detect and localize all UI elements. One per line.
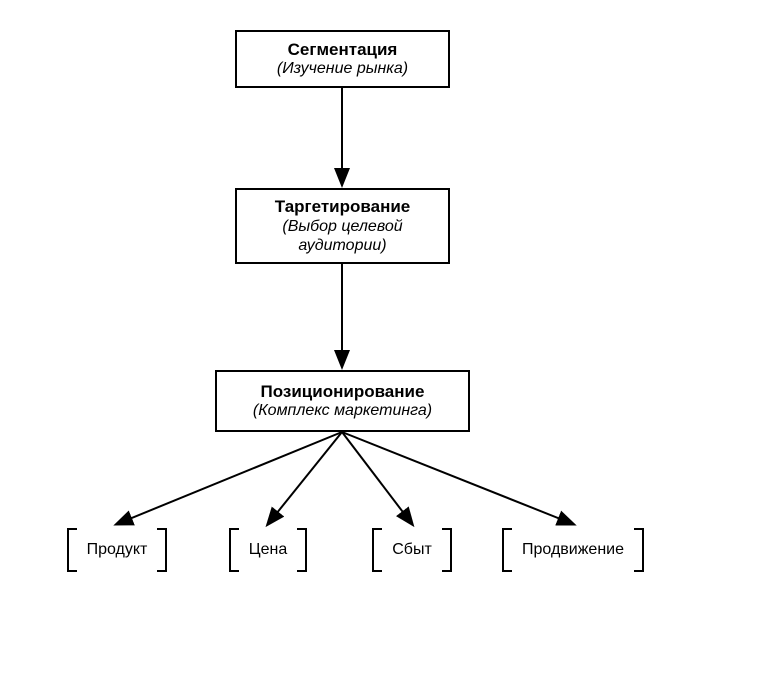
bracket-left-icon (502, 528, 512, 572)
node-title: Таргетирование (275, 197, 411, 217)
edge-arrow (342, 432, 412, 524)
edge-arrow (342, 432, 573, 524)
node-subtitle: (Выбор целевой аудитории) (249, 217, 436, 255)
bracket-right-icon (157, 528, 167, 572)
node-title: Позиционирование (261, 382, 425, 402)
node-promotion: Продвижение (498, 528, 648, 572)
node-distribution: Сбыт (362, 528, 462, 572)
node-subtitle: (Изучение рынка) (277, 60, 408, 78)
leaf-label: Продвижение (512, 541, 634, 559)
node-subtitle: (Комплекс маркетинга) (253, 402, 432, 420)
edge-arrow (268, 432, 342, 524)
node-product: Продукт (62, 528, 172, 572)
edges-layer (0, 0, 768, 697)
leaf-label: Сбыт (382, 541, 442, 559)
bracket-right-icon (442, 528, 452, 572)
node-segmentation: Сегментация (Изучение рынка) (235, 30, 450, 88)
leaf-label: Продукт (77, 541, 158, 559)
node-targeting: Таргетирование (Выбор целевой аудитории) (235, 188, 450, 264)
bracket-right-icon (297, 528, 307, 572)
edge-arrow (117, 432, 342, 524)
node-title: Сегментация (288, 40, 398, 60)
leaf-label: Цена (239, 541, 297, 559)
bracket-left-icon (229, 528, 239, 572)
bracket-right-icon (634, 528, 644, 572)
node-price: Цена (218, 528, 318, 572)
flowchart-diagram: Сегментация (Изучение рынка) Таргетирова… (0, 0, 768, 697)
node-positioning: Позиционирование (Комплекс маркетинга) (215, 370, 470, 432)
bracket-left-icon (372, 528, 382, 572)
bracket-left-icon (67, 528, 77, 572)
